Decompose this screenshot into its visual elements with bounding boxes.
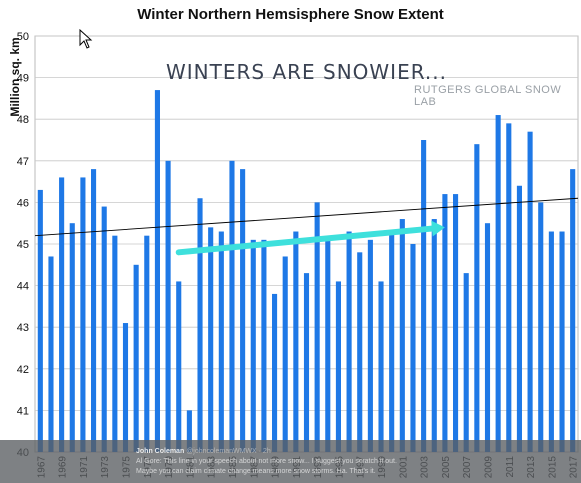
- bar: [59, 177, 65, 452]
- bar: [122, 323, 129, 452]
- chart-title: Winter Northern Hemsisphere Snow Extent: [137, 6, 444, 23]
- bar: [91, 169, 97, 452]
- headline-annotation: WINTERS ARE SNOWIER...: [166, 60, 447, 84]
- tweet-text: John Coleman @johncolemanWMWX · 2h Al Go…: [136, 447, 397, 477]
- y-tick-label: 42: [17, 364, 29, 376]
- bar: [133, 264, 139, 452]
- bar: [559, 231, 565, 452]
- bar: [101, 206, 107, 452]
- bar: [495, 115, 501, 452]
- tweet-line-2: Maybe you can claim climate change means…: [136, 468, 376, 475]
- bar: [325, 239, 331, 452]
- bar: [335, 281, 341, 452]
- bar: [410, 244, 416, 452]
- y-tick-label: 50: [17, 31, 29, 43]
- bar: [357, 252, 363, 452]
- bar: [538, 202, 544, 452]
- y-tick-label: 44: [17, 281, 29, 293]
- bar: [474, 144, 480, 452]
- bar: [548, 231, 554, 452]
- y-tick-label: 48: [17, 114, 29, 126]
- bar: [453, 194, 459, 452]
- bar: [80, 177, 86, 452]
- bar: [282, 256, 288, 452]
- bar: [570, 169, 576, 452]
- y-tick-label: 49: [17, 73, 29, 85]
- bar: [208, 227, 214, 452]
- y-tick-label: 45: [17, 239, 29, 251]
- tweet-overlay: [0, 440, 581, 483]
- bar: [165, 160, 171, 453]
- y-tick-label: 46: [17, 197, 29, 209]
- mouse-cursor-icon: [79, 29, 93, 49]
- tweet-author: John Coleman: [136, 448, 185, 455]
- bar: [431, 219, 437, 452]
- highlight-arrow-head: [431, 220, 445, 237]
- bar: [197, 198, 203, 452]
- bar: [218, 231, 224, 452]
- bar: [399, 219, 405, 452]
- y-tick-label: 43: [17, 322, 29, 334]
- bar: [314, 202, 320, 452]
- bar: [484, 223, 491, 452]
- bar: [463, 273, 469, 452]
- bar: [144, 235, 150, 452]
- bar: [303, 273, 310, 452]
- bar: [527, 131, 533, 452]
- bar: [186, 410, 192, 452]
- bar: [69, 223, 75, 452]
- bar: [176, 281, 182, 452]
- bar: [506, 123, 512, 453]
- bar: [229, 160, 235, 453]
- tweet-handle: @johncolemanWMWX · 2h: [186, 448, 271, 455]
- bar: [346, 231, 352, 452]
- bar: [378, 281, 384, 452]
- source-annotation: RUTGERS GLOBAL SNOW LAB: [414, 84, 562, 108]
- bar: [48, 256, 54, 452]
- bar: [240, 169, 246, 452]
- bar: [112, 235, 118, 452]
- trend-line: [34, 197, 579, 237]
- bar: [37, 189, 43, 453]
- bar: [293, 231, 299, 452]
- bar: [516, 185, 522, 452]
- bar: [250, 239, 256, 452]
- bar: [421, 140, 427, 452]
- y-tick-label: 47: [17, 156, 29, 168]
- bar: [367, 239, 373, 452]
- y-tick-label: 41: [17, 405, 29, 417]
- bar: [261, 239, 267, 452]
- bar: [154, 90, 160, 452]
- tweet-line-1: Al Gore: This line in your speech about …: [136, 458, 397, 465]
- bar: [442, 194, 448, 452]
- bar: [389, 231, 395, 452]
- highlight-arrow-shaft: [175, 225, 435, 256]
- bar: [272, 293, 278, 452]
